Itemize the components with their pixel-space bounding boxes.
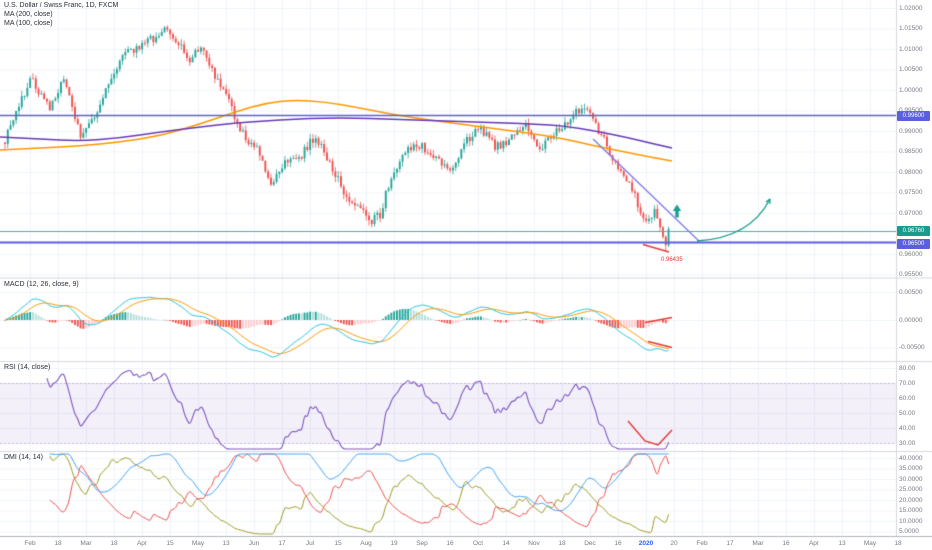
rsi-legend[interactable]: RSI (14, close) xyxy=(4,364,51,371)
time-axis-label: 19 xyxy=(390,540,398,547)
time-axis-label: 20 xyxy=(670,540,678,547)
rsi-axis-label: 70.00 xyxy=(899,379,916,387)
macd-axis-label: 0.00500 xyxy=(899,288,923,296)
support-price-badge: 0.96500 xyxy=(897,238,930,249)
dmi-axis-label: 25.0000 xyxy=(899,486,923,493)
price-axis-label: 0.99500 xyxy=(899,107,923,114)
price-axis-label: 0.96000 xyxy=(899,250,923,258)
time-axis-label: Jul xyxy=(305,540,315,547)
time-axis-label: Nov xyxy=(528,540,540,547)
dmi-axis-label: 35.0000 xyxy=(899,465,923,472)
time-axis-label: 17 xyxy=(726,540,734,547)
ma200-legend[interactable]: MA (200, close) xyxy=(4,11,53,18)
price-axis-label: 0.97000 xyxy=(899,209,923,217)
macd-axis-label: -0.00500 xyxy=(899,344,925,351)
price-axis-label: 0.99000 xyxy=(899,127,923,135)
price-axis-label: 0.98500 xyxy=(899,148,923,155)
dmi-axis-label: 20.0000 xyxy=(899,496,923,504)
time-axis-label: 2020 xyxy=(638,540,654,547)
ma100-legend[interactable]: MA (100, close) xyxy=(4,20,53,27)
price-axis-label: 0.97500 xyxy=(899,189,923,196)
dmi-legend[interactable]: DMI (14, 14) xyxy=(4,454,43,461)
symbol-legend[interactable]: U.S. Dollar / Swiss Franc, 1D, FXCM xyxy=(4,2,119,9)
price-axis-label: 1.00000 xyxy=(899,86,923,94)
price-axis-label: 1.02000 xyxy=(899,4,923,12)
time-axis-label: 15 xyxy=(334,540,342,547)
time-axis-label: 13 xyxy=(838,540,846,547)
time-axis-label: Mar xyxy=(752,540,764,547)
time-axis-label: 16 xyxy=(782,540,790,547)
time-axis-label: Apr xyxy=(808,540,820,547)
time-axis-label: Mar xyxy=(80,540,92,547)
time-axis-label: 18 xyxy=(110,540,118,547)
time-axis-label: Feb xyxy=(696,540,708,547)
time-axis-label: 17 xyxy=(278,540,286,547)
time-axis-label: Aug xyxy=(360,540,372,547)
time-axis-label: Feb xyxy=(24,540,36,547)
rsi-axis-label: 60.00 xyxy=(899,394,916,402)
dmi-axis-label: 30.0000 xyxy=(899,475,923,483)
rsi-axis-label: 80.00 xyxy=(899,364,916,372)
time-axis-label: Oct xyxy=(472,540,484,547)
time-axis-label: May xyxy=(191,540,205,547)
time-axis-label: 16 xyxy=(614,540,622,547)
dmi-axis-label: 40.0000 xyxy=(899,454,923,462)
time-axis-label: Jun xyxy=(248,540,260,547)
time-axis-label: Sep xyxy=(416,540,428,547)
dmi-axis-label: 10.0000 xyxy=(899,517,923,525)
price-axis-label: 0.98000 xyxy=(899,168,923,176)
time-axis-label: 18 xyxy=(558,540,566,547)
resistance-price-badge: 0.99600 xyxy=(897,110,930,121)
time-axis-label: 18 xyxy=(894,540,902,547)
rsi-axis-label: 40.00 xyxy=(899,424,916,432)
time-axis-label: May xyxy=(863,540,877,547)
time-axis-label: Dec xyxy=(584,540,596,547)
time-axis-label: 13 xyxy=(222,540,230,547)
time-axis-label: 18 xyxy=(54,540,62,547)
rsi-axis-label: 30.00 xyxy=(899,439,916,447)
time-axis-label: 14 xyxy=(502,540,510,547)
price-axis-label: 0.95500 xyxy=(899,271,923,278)
price-axis-label: 1.01500 xyxy=(899,25,923,32)
price-axis-label: 1.01000 xyxy=(899,45,923,53)
current-price-badge: 0.96760 xyxy=(897,226,930,236)
rsi-axis-label: 50.00 xyxy=(899,409,916,417)
macd-legend[interactable]: MACD (12, 26, close, 9) xyxy=(4,281,79,288)
price-axis-label: 1.00500 xyxy=(899,66,923,73)
dmi-axis-label: 15.0000 xyxy=(899,507,923,514)
time-axis-label: Apr xyxy=(136,540,148,547)
dmi-axis-label: 5.0000 xyxy=(899,528,919,535)
time-axis-label: 15 xyxy=(166,540,174,547)
time-axis-label: 16 xyxy=(446,540,454,547)
price-note-annotation: 0.96435 xyxy=(661,257,683,263)
macd-axis-label: 0.00000 xyxy=(899,316,923,324)
